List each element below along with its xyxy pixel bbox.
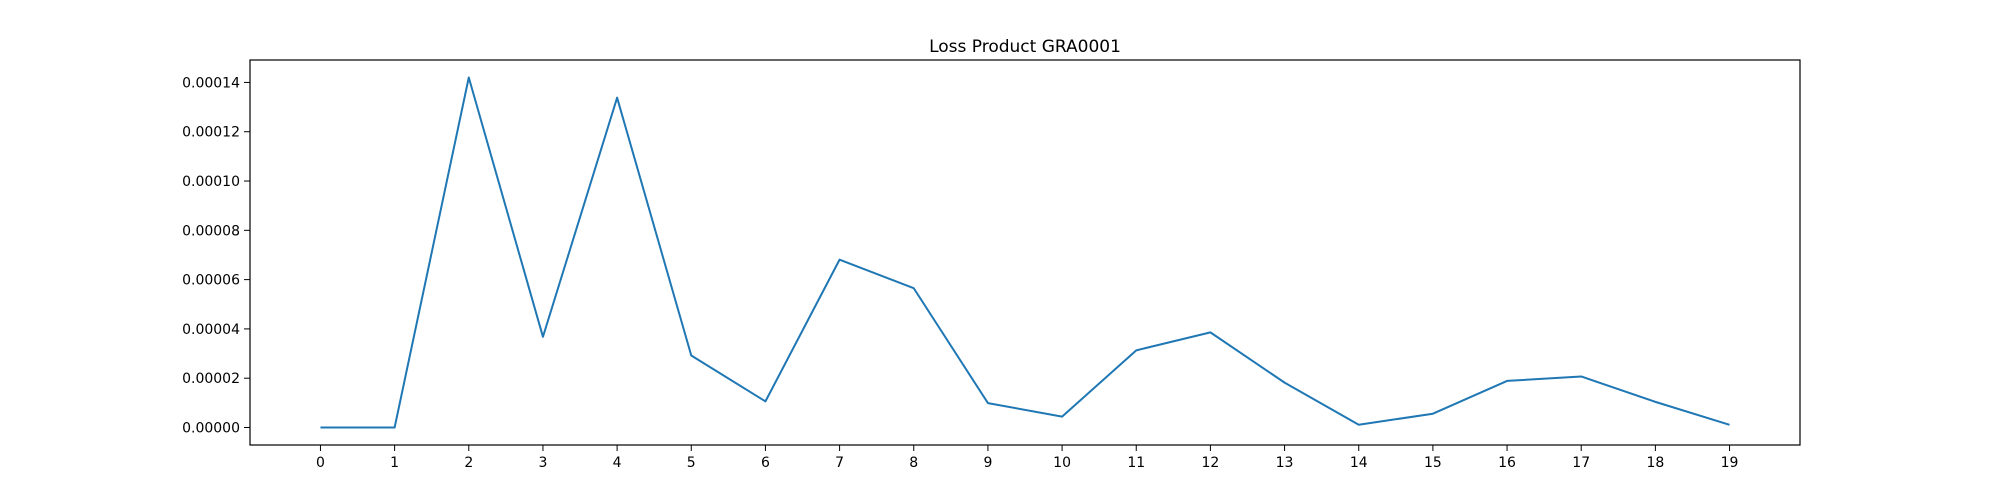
x-tick-label: 19 <box>1721 455 1739 471</box>
y-axis: 0.00000 0.00002 0.00004 0.00006 0.00008 0.000… <box>182 75 250 437</box>
y-tick-label: 0.00002 <box>182 371 240 387</box>
y-tick-label: 0.00008 <box>182 223 240 239</box>
x-tick-label: 13 <box>1276 455 1294 471</box>
x-tick-label: 15 <box>1424 455 1442 471</box>
x-tick-label: 17 <box>1572 455 1590 471</box>
x-tick-label: 6 <box>761 455 770 471</box>
x-tick-label: 0 <box>316 455 325 471</box>
series-line-0 <box>320 76 1730 429</box>
x-tick-label: 1 <box>390 455 399 471</box>
y-tick-label: 0.00000 <box>182 421 240 437</box>
y-tick-label: 0.00006 <box>182 273 240 289</box>
x-tick-label: 9 <box>983 455 992 471</box>
series-layer <box>320 76 1730 429</box>
x-tick-label: 8 <box>909 455 918 471</box>
x-tick-label: 7 <box>835 455 844 471</box>
x-tick-label: 5 <box>687 455 696 471</box>
x-axis: 0 1 2 3 4 5 6 7 8 9 10 11 12 13 14 15 16 17 18 19 <box>316 445 1738 471</box>
x-tick-label: 11 <box>1127 455 1145 471</box>
x-tick-label: 4 <box>613 455 622 471</box>
y-tick-label: 0.00004 <box>182 322 240 338</box>
x-tick-label: 14 <box>1350 455 1368 471</box>
y-tick-label: 0.00010 <box>182 174 240 190</box>
x-tick-label: 12 <box>1201 455 1219 471</box>
x-tick-label: 18 <box>1646 455 1664 471</box>
x-tick-label: 3 <box>538 455 547 471</box>
x-tick-label: 16 <box>1498 455 1516 471</box>
y-tick-label: 0.00012 <box>182 125 240 141</box>
plot-frame <box>249 59 1801 446</box>
x-tick-label: 2 <box>464 455 473 471</box>
chart-title: Loss Product GRA0001 <box>929 37 1121 57</box>
y-tick-label: 0.00014 <box>182 75 240 91</box>
x-tick-label: 10 <box>1053 455 1071 471</box>
